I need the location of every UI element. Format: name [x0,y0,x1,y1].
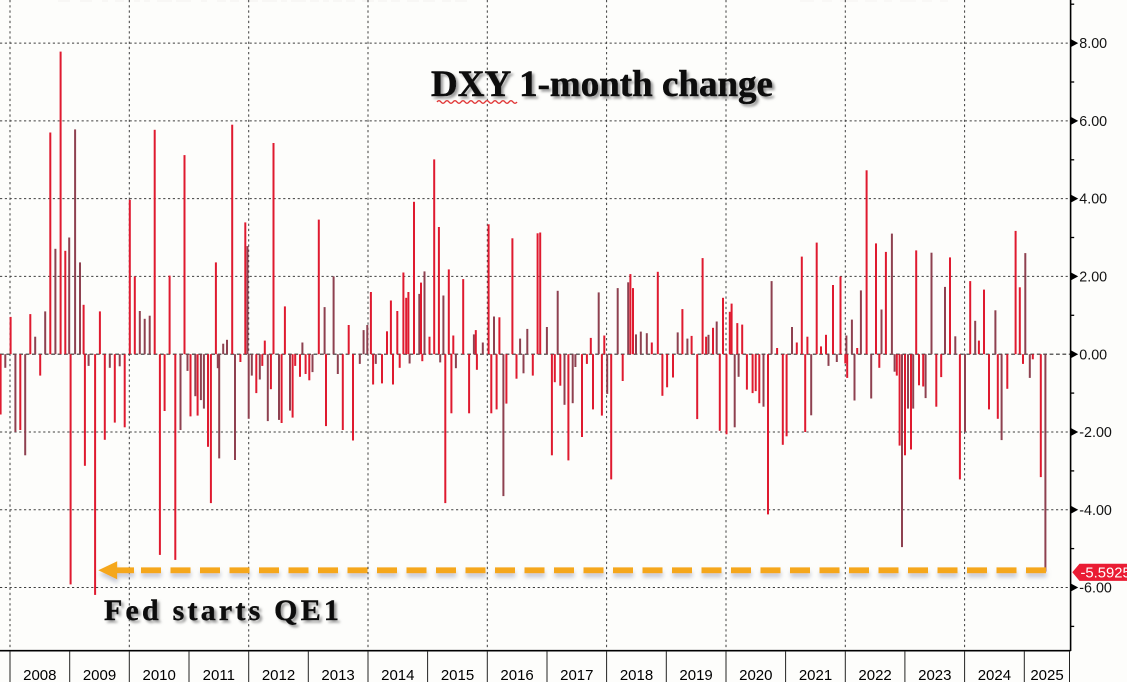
svg-text:2018: 2018 [620,667,653,682]
svg-text:2024: 2024 [978,667,1011,682]
svg-text:2022: 2022 [858,667,891,682]
svg-text:2010: 2010 [143,667,176,682]
svg-text:6.00: 6.00 [1079,114,1107,130]
svg-text:2016: 2016 [500,667,533,682]
svg-text:2009: 2009 [83,667,116,682]
svg-text:2013: 2013 [321,667,354,682]
svg-text:2014: 2014 [381,667,414,682]
svg-text:2021: 2021 [799,667,832,682]
svg-text:0.00: 0.00 [1079,347,1107,363]
svg-text:2015: 2015 [441,667,474,682]
svg-text:2017: 2017 [560,667,593,682]
svg-text:2012: 2012 [262,667,295,682]
svg-text:DXY 1-month change: DXY 1-month change [431,64,773,105]
svg-text:8.00: 8.00 [1079,36,1107,52]
svg-text:2025: 2025 [1030,667,1063,682]
svg-text:Fed starts QE1: Fed starts QE1 [104,594,342,627]
svg-text:2019: 2019 [679,667,712,682]
svg-text:2011: 2011 [203,667,235,682]
svg-text:-4.00: -4.00 [1079,503,1112,519]
svg-text:2020: 2020 [739,667,772,682]
svg-text:-5.5925: -5.5925 [1081,566,1127,582]
svg-text:2.00: 2.00 [1079,270,1107,286]
svg-text:2023: 2023 [918,667,951,682]
svg-text:4.00: 4.00 [1079,192,1107,208]
svg-text:-2.00: -2.00 [1079,425,1112,441]
svg-text:-6.00: -6.00 [1079,581,1112,597]
svg-text:2008: 2008 [23,667,56,682]
